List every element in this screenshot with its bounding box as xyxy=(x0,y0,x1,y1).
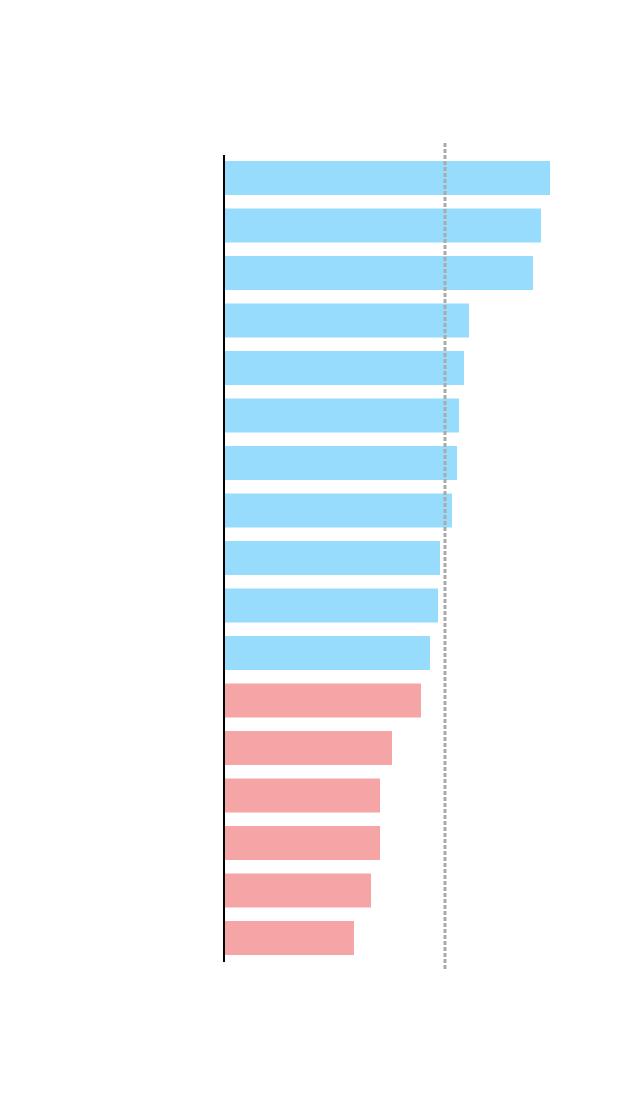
bar xyxy=(224,161,550,195)
bar xyxy=(224,826,380,860)
bar xyxy=(224,588,438,623)
bar xyxy=(224,778,380,813)
bar xyxy=(224,256,533,290)
bar xyxy=(224,683,421,718)
bar xyxy=(224,303,469,338)
bar xyxy=(224,493,452,528)
bar xyxy=(224,541,440,575)
bar xyxy=(224,731,392,765)
bar xyxy=(224,873,371,908)
bar xyxy=(224,446,457,480)
bar xyxy=(224,636,430,670)
bar xyxy=(224,208,541,243)
bar xyxy=(224,398,459,433)
bar xyxy=(224,351,464,385)
bar xyxy=(224,921,354,955)
